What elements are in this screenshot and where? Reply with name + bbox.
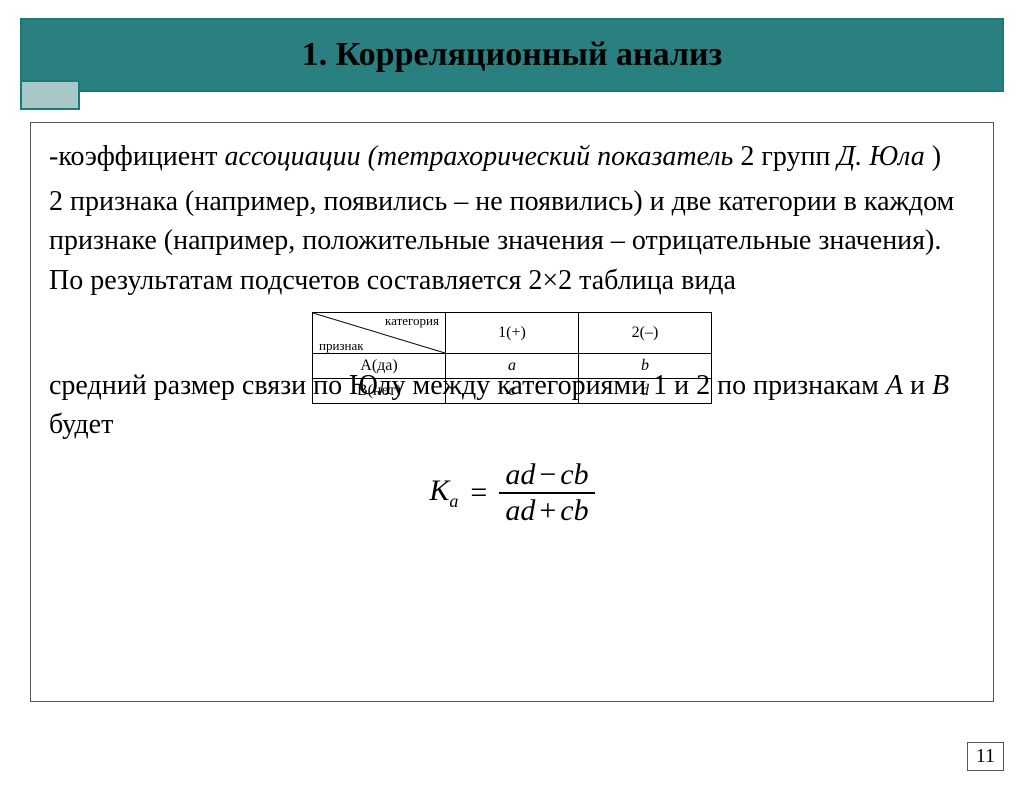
paragraph-coefficient: -коэффициент ассоциации (тетрахорический… bbox=[49, 137, 975, 176]
col1-header: 1(+) bbox=[446, 312, 579, 353]
content-area: -коэффициент ассоциации (тетрахорический… bbox=[30, 122, 994, 702]
formula: Ka = ad−cb ad+cb bbox=[49, 458, 975, 528]
corner-bottom-label: признак bbox=[319, 339, 364, 352]
p1-middle: 2 групп bbox=[733, 141, 837, 172]
slide-title-bar: 1. Корреляционный анализ bbox=[20, 18, 1004, 92]
p1-italic: ассоциации (тетрахорический показатель bbox=[224, 141, 733, 172]
num-left: ad bbox=[505, 458, 535, 491]
col2-header: 2(–) bbox=[579, 312, 712, 353]
formula-eq: = bbox=[470, 476, 487, 510]
num-op: − bbox=[539, 458, 556, 491]
den-left: ad bbox=[505, 494, 535, 527]
paragraph-description: 2 признака (например, появились – не поя… bbox=[49, 182, 975, 300]
num-right: cb bbox=[560, 458, 588, 491]
paragraph-conclusion: средний размер связи по Юлу между катего… bbox=[49, 366, 975, 444]
table-corner: категория признак bbox=[313, 312, 446, 353]
lhs-sub: a bbox=[449, 491, 458, 511]
den-op: + bbox=[539, 494, 556, 527]
p3-A: А bbox=[886, 370, 903, 401]
den-right: cb bbox=[560, 494, 588, 527]
p1-prefix: -коэффициент bbox=[49, 141, 224, 172]
p3-and: и bbox=[903, 370, 932, 401]
slide-title: 1. Корреляционный анализ bbox=[302, 36, 723, 74]
p1-author: Д. Юла bbox=[837, 141, 924, 172]
formula-fraction: ad−cb ad+cb bbox=[499, 458, 594, 528]
corner-top-label: категория bbox=[385, 314, 439, 327]
p3-post: будет bbox=[49, 409, 113, 440]
p3-pre: средний размер связи по Юлу между катего… bbox=[49, 370, 886, 401]
lhs-symbol: K bbox=[429, 474, 449, 507]
title-accent-box bbox=[20, 80, 80, 110]
fraction-numerator: ad−cb bbox=[499, 458, 594, 494]
fraction-denominator: ad+cb bbox=[499, 494, 594, 528]
p1-close: ) bbox=[925, 141, 941, 172]
formula-lhs: Ka bbox=[429, 474, 458, 512]
p3-B: В bbox=[932, 370, 949, 401]
